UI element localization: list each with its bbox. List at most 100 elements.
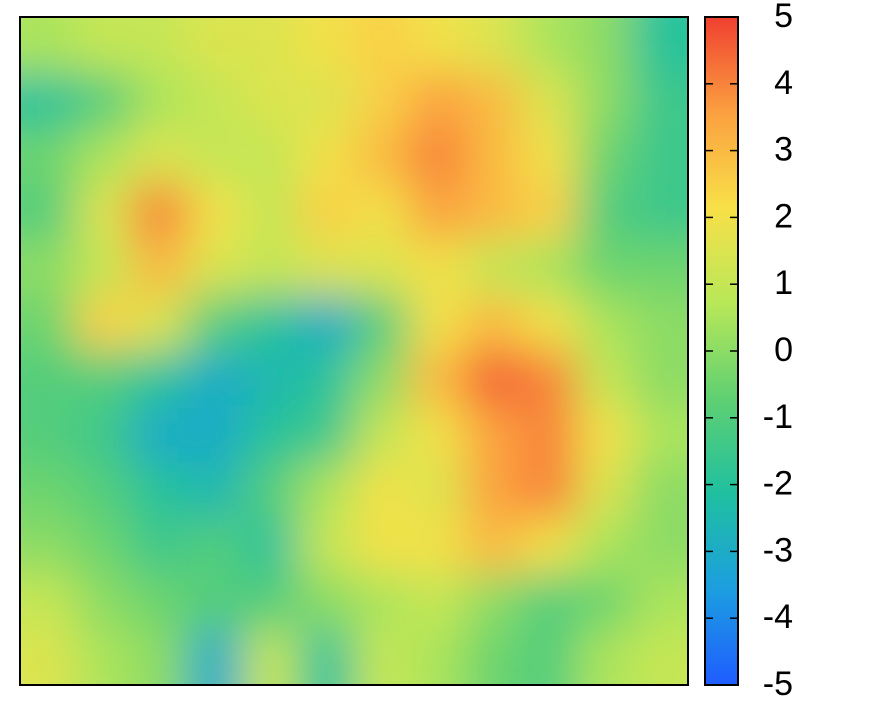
- heatmap-cell: [187, 17, 244, 74]
- heatmap-cell: [521, 573, 578, 631]
- heatmap-cell: [576, 295, 634, 352]
- heatmap-cell: [131, 462, 188, 519]
- heatmap-cell: [521, 17, 578, 74]
- heatmap-cell: [75, 239, 133, 297]
- heatmap-cell: [354, 573, 411, 631]
- heatmap-cell: [409, 518, 467, 575]
- heatmap-cell: [20, 239, 77, 297]
- heatmap-cell: [242, 184, 300, 241]
- heatmap-cell: [187, 128, 244, 185]
- heatmap-cell: [242, 406, 300, 464]
- heatmap-cell: [521, 72, 578, 130]
- colorbar-tick-label: -2: [763, 465, 793, 503]
- heatmap-cell: [242, 573, 300, 631]
- heatmap-cell: [576, 629, 634, 685]
- heatmap-cell: [354, 239, 411, 297]
- heatmap-cell: [75, 17, 133, 74]
- heatmap-cell: [242, 629, 300, 685]
- heatmap-cell: [632, 573, 688, 631]
- heatmap-cell: [465, 295, 522, 352]
- heatmap-cell: [632, 351, 688, 408]
- heatmap-cell: [75, 128, 133, 185]
- heatmap-cell: [632, 128, 688, 185]
- heatmap-cell: [75, 462, 133, 519]
- heatmap-cell: [242, 462, 300, 519]
- heatmap-cell: [521, 128, 578, 185]
- heatmap-cell: [75, 518, 133, 575]
- heatmap-cell: [20, 72, 77, 130]
- heatmap-cell: [576, 518, 634, 575]
- heatmap-cell: [576, 184, 634, 241]
- heatmap-cell: [409, 351, 467, 408]
- colorbar-tick-label: -4: [763, 598, 793, 636]
- heatmap-cell: [465, 184, 522, 241]
- heatmap-cell: [354, 518, 411, 575]
- heatmap-cell: [298, 629, 355, 685]
- heatmap-cell: [187, 629, 244, 685]
- heatmap-cell: [187, 351, 244, 408]
- heatmap-cell: [298, 573, 355, 631]
- heatmap-cell: [576, 573, 634, 631]
- heatmap-cell: [409, 184, 467, 241]
- heatmap-cell: [242, 17, 300, 74]
- heatmap-cells: [20, 17, 688, 685]
- colorbar-tick-label: -3: [763, 531, 793, 569]
- heatmap-cell: [20, 573, 77, 631]
- heatmap-cell: [632, 406, 688, 464]
- heatmap-cell: [187, 518, 244, 575]
- heatmap-cell: [75, 295, 133, 352]
- heatmap-cell: [576, 406, 634, 464]
- colorbar-tick-label: -5: [763, 665, 793, 703]
- heatmap-cell: [298, 184, 355, 241]
- heatmap-cell: [576, 17, 634, 74]
- heatmap-cell: [298, 239, 355, 297]
- heatmap-cell: [465, 239, 522, 297]
- colorbar-tick-label: 4: [774, 64, 793, 102]
- heatmap-cell: [354, 72, 411, 130]
- heatmap-cell: [409, 295, 467, 352]
- heatmap-cell: [354, 351, 411, 408]
- heatmap-cell: [576, 239, 634, 297]
- heatmap-cell: [242, 351, 300, 408]
- heatmap-cell: [75, 629, 133, 685]
- heatmap-cell: [242, 128, 300, 185]
- heatmap-cell: [131, 17, 188, 74]
- heatmap-cell: [465, 462, 522, 519]
- heatmap-cell: [354, 629, 411, 685]
- heatmap-cell: [521, 518, 578, 575]
- heatmap-cell: [354, 128, 411, 185]
- heatmap-cell: [20, 295, 77, 352]
- colorbar-tick-label: 3: [774, 131, 793, 169]
- heatmap-cell: [298, 72, 355, 130]
- heatmap-cell: [298, 128, 355, 185]
- heatmap-cell: [298, 406, 355, 464]
- heatmap-cell: [131, 351, 188, 408]
- colorbar-ticks: -5 -4 -3 -2 -1 0 1 2 3 4 5: [705, 0, 793, 703]
- heatmap-cell: [20, 17, 77, 74]
- heatmap-cell: [465, 17, 522, 74]
- heatmap-cell: [521, 406, 578, 464]
- heatmap-cell: [354, 295, 411, 352]
- colorbar-tick-label: 1: [774, 264, 793, 302]
- heatmap-cell: [20, 518, 77, 575]
- heatmap-cell: [521, 351, 578, 408]
- heatmap-cell: [409, 72, 467, 130]
- heatmap-cell: [576, 72, 634, 130]
- heatmap-cell: [20, 629, 77, 685]
- heatmap-cell: [242, 295, 300, 352]
- colorbar-tick-label: 5: [774, 0, 793, 35]
- heatmap-cell: [75, 72, 133, 130]
- heatmap-cell: [465, 351, 522, 408]
- heatmap-cell: [576, 128, 634, 185]
- heatmap-cell: [187, 239, 244, 297]
- heatmap-cell: [632, 518, 688, 575]
- heatmap-cell: [632, 629, 688, 685]
- heatmap-cell: [187, 72, 244, 130]
- heatmap-cell: [409, 128, 467, 185]
- heatmap-cell: [465, 518, 522, 575]
- heatmap-cell: [75, 351, 133, 408]
- heatmap-cell: [409, 17, 467, 74]
- heatmap-cell: [298, 351, 355, 408]
